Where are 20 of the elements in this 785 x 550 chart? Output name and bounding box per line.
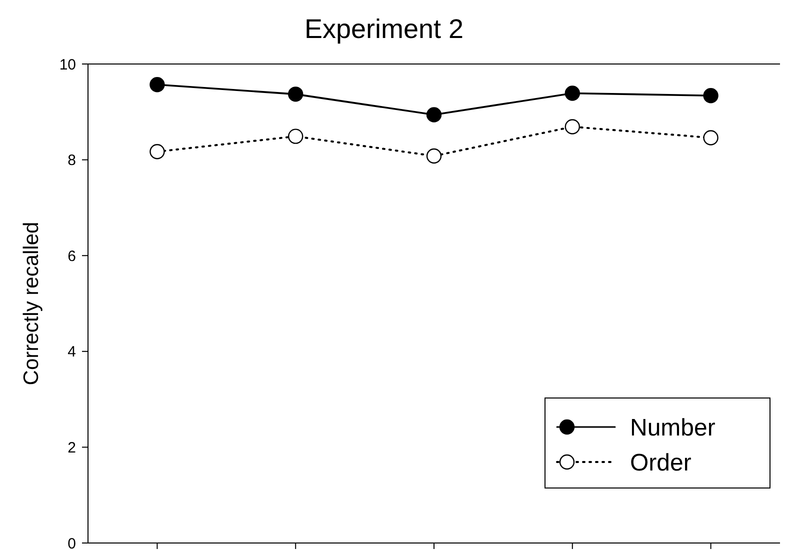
chart-title: Experiment 2 [304,14,464,44]
y-tick-label: 4 [68,344,76,361]
point [426,148,442,164]
point [288,128,304,144]
point [703,130,718,146]
legend-label: Order [630,449,692,476]
y-tick-label: 2 [68,439,76,456]
y-tick-label: 6 [68,248,76,265]
y-tick-label: 8 [68,152,76,170]
y-tick-label: 10 [59,56,76,74]
point [564,86,580,101]
point [564,119,580,134]
y-tick-label: 0 [68,535,76,550]
point [150,76,165,92]
point [703,88,718,104]
y-axis-title: Correctly recalled [20,222,43,386]
point [150,144,165,160]
legend-label: Number [630,414,716,442]
point [426,107,442,122]
point [288,86,304,102]
